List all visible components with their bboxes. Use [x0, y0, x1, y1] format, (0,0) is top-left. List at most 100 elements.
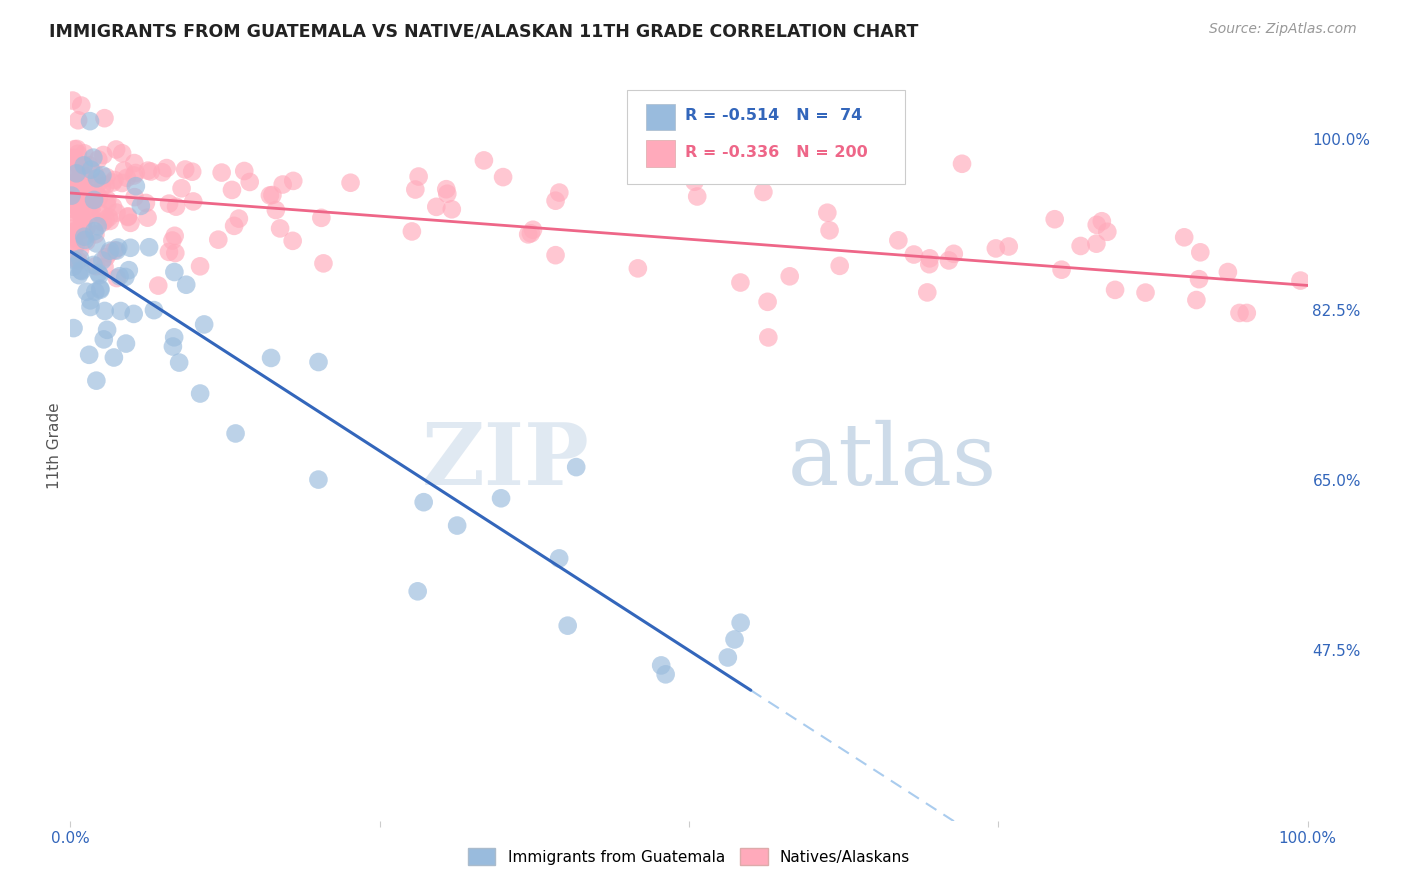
- Point: [66, 142, 89, 156]
- Point: [98, 244, 121, 258]
- Point: [181, 164, 204, 178]
- Point: [1043, 212, 1066, 227]
- Point: [63, 152, 86, 166]
- Point: [96, 323, 118, 337]
- Point: [775, 147, 797, 161]
- Point: [70, 264, 93, 278]
- Point: [756, 330, 779, 344]
- Point: [271, 178, 294, 192]
- Point: [138, 240, 160, 254]
- Point: [77, 158, 100, 172]
- Point: [125, 166, 148, 180]
- Point: [67, 195, 90, 210]
- Point: [69, 252, 91, 266]
- Point: [260, 351, 283, 365]
- Point: [77, 201, 100, 215]
- Point: [69, 207, 91, 221]
- Point: [82, 151, 104, 165]
- Point: [94, 250, 117, 264]
- Point: [221, 183, 243, 197]
- Point: [752, 185, 775, 199]
- Point: [1135, 285, 1157, 300]
- Point: [108, 269, 131, 284]
- Point: [143, 303, 166, 318]
- Point: [83, 192, 105, 206]
- Point: [96, 197, 118, 211]
- Point: [69, 162, 91, 177]
- Point: [114, 269, 136, 284]
- Point: [1085, 236, 1108, 251]
- Point: [565, 460, 588, 475]
- Point: [312, 256, 335, 270]
- Point: [1289, 274, 1312, 288]
- Point: [163, 228, 186, 243]
- FancyBboxPatch shape: [645, 140, 675, 167]
- Point: [207, 233, 229, 247]
- Point: [434, 182, 457, 196]
- Point: [111, 146, 134, 161]
- Point: [70, 215, 93, 229]
- Point: [77, 188, 100, 202]
- Point: [67, 253, 90, 268]
- Point: [683, 175, 706, 189]
- Point: [120, 216, 142, 230]
- Point: [489, 491, 512, 506]
- Point: [224, 219, 246, 233]
- Point: [124, 156, 146, 170]
- Point: [62, 260, 84, 274]
- Point: [269, 221, 291, 235]
- Point: [311, 211, 333, 225]
- Point: [67, 202, 90, 216]
- Point: [517, 227, 540, 242]
- Point: [239, 175, 262, 189]
- Point: [472, 153, 495, 168]
- Point: [86, 374, 108, 388]
- Point: [308, 355, 330, 369]
- Point: [83, 224, 105, 238]
- Point: [440, 202, 463, 217]
- Point: [96, 193, 118, 207]
- Point: [163, 265, 186, 279]
- Point: [157, 196, 180, 211]
- Point: [105, 244, 128, 258]
- Point: [1236, 306, 1258, 320]
- Point: [60, 225, 83, 239]
- Point: [997, 239, 1019, 253]
- Point: [125, 179, 148, 194]
- Point: [115, 170, 138, 185]
- Point: [80, 202, 103, 216]
- Point: [60, 187, 83, 202]
- Point: [84, 285, 107, 299]
- Point: [264, 202, 287, 217]
- Point: [77, 348, 100, 362]
- Point: [756, 294, 779, 309]
- Point: [730, 276, 752, 290]
- Point: [1188, 272, 1211, 286]
- Point: [436, 186, 458, 201]
- Point: [79, 207, 101, 221]
- Point: [66, 226, 89, 240]
- Point: [60, 153, 83, 168]
- Point: [193, 318, 215, 332]
- Point: [129, 199, 152, 213]
- Point: [174, 162, 197, 177]
- Point: [157, 244, 180, 259]
- Point: [520, 227, 543, 241]
- Point: [117, 210, 139, 224]
- Point: [67, 221, 90, 235]
- Point: [67, 268, 90, 282]
- Point: [89, 282, 111, 296]
- Point: [107, 241, 129, 255]
- Point: [86, 186, 108, 201]
- Point: [406, 584, 429, 599]
- Point: [174, 277, 197, 292]
- Point: [942, 247, 965, 261]
- Point: [548, 186, 571, 200]
- Point: [492, 170, 515, 185]
- Point: [1050, 262, 1073, 277]
- Point: [103, 173, 125, 187]
- Point: [69, 159, 91, 173]
- FancyBboxPatch shape: [627, 90, 905, 184]
- Point: [103, 244, 125, 258]
- Point: [87, 191, 110, 205]
